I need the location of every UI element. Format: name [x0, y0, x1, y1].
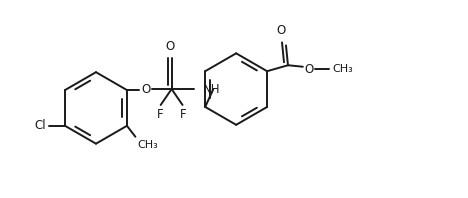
Text: Cl: Cl: [35, 119, 46, 132]
Text: O: O: [165, 40, 174, 53]
Text: O: O: [141, 83, 150, 96]
Text: NH: NH: [202, 83, 220, 96]
Text: CH₃: CH₃: [138, 140, 159, 150]
Text: O: O: [277, 24, 285, 37]
Text: F: F: [180, 108, 187, 121]
Text: O: O: [304, 63, 314, 76]
Text: CH₃: CH₃: [333, 64, 353, 74]
Text: F: F: [156, 108, 163, 121]
